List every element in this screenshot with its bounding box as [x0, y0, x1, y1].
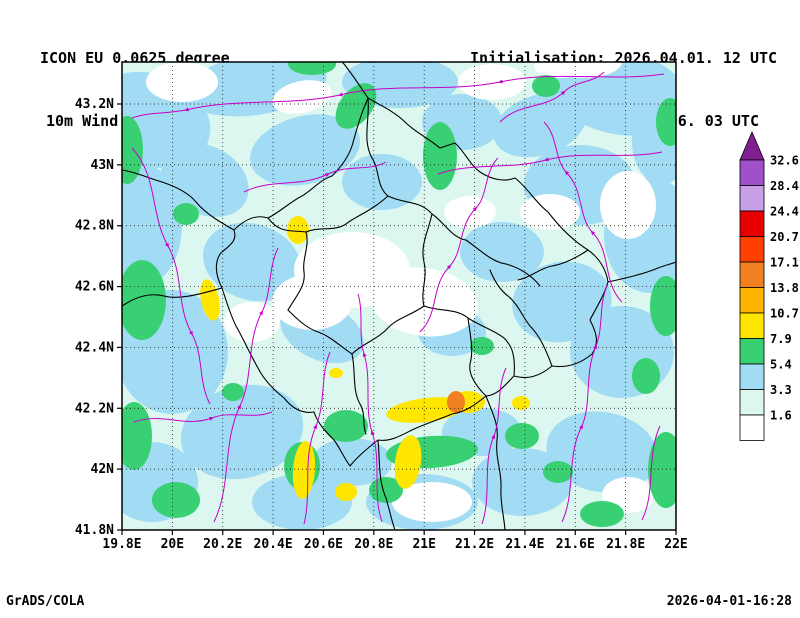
legend-level-label: 1.6 [770, 409, 792, 423]
legend-level-label: 7.9 [770, 332, 792, 346]
legend-color-box [739, 261, 765, 288]
x-tick-label: 20.2E [203, 537, 242, 552]
legend-color-box [739, 159, 765, 186]
y-tick-label: 41.8N [75, 523, 114, 538]
legend-level-label: 17.1 [770, 256, 799, 270]
legend-level-label: 20.7 [770, 230, 799, 244]
axis-tick-marks [117, 103, 677, 535]
legend-level-label: 10.7 [770, 307, 799, 321]
y-tick-label: 43N [91, 158, 115, 173]
axis-labels: 19.8E 20E 20.2E 20.4E 20.6E 20.8E 21E 21.2E 21.4… [75, 97, 688, 552]
x-tick-label: 20.8E [354, 537, 393, 552]
x-tick-label: 22E [664, 537, 687, 552]
legend-color-box [739, 185, 765, 212]
y-tick-label: 42.6N [75, 280, 114, 295]
x-tick-label: 20.6E [304, 537, 343, 552]
legend-color-box [739, 287, 765, 314]
x-tick-label: 21.4E [505, 537, 544, 552]
legend-color-box [739, 236, 765, 263]
band-14-17ms-patch [447, 391, 465, 413]
legend-triangle [739, 130, 765, 161]
band-calm-patches [146, 62, 656, 522]
wind-streamlines [131, 71, 665, 525]
legend-level-label: 24.4 [770, 205, 799, 219]
x-tick-label: 21E [412, 537, 435, 552]
y-tick-label: 42.8N [75, 219, 114, 234]
legend-level-label: 3.3 [770, 383, 792, 397]
grads-credit: GrADS/COLA [6, 594, 85, 609]
legend-color-box [739, 414, 765, 441]
creation-timestamp: 2026-04-01-16:28 [666, 594, 792, 609]
x-tick-label: 21.8E [606, 537, 645, 552]
legend-color-box [739, 363, 765, 390]
x-tick-label: 20E [161, 537, 184, 552]
plot-frame [121, 61, 677, 531]
legend-level-label: 5.4 [770, 358, 792, 372]
legend-color-box [739, 210, 765, 237]
color-legend: 32.6 28.4 24.4 20.7 17.1 13.8 10.7 7.9 5.4 3.3 1.6 [739, 130, 799, 441]
x-tick-label: 20.4E [254, 537, 293, 552]
legend-level-label: 13.8 [770, 281, 799, 295]
y-tick-label: 43.2N [75, 97, 114, 112]
legend-level-label: 32.6 [770, 154, 799, 168]
country-boundaries [122, 62, 676, 530]
legend-level-label: 28.4 [770, 179, 799, 193]
legend-color-box [739, 389, 765, 416]
y-tick-label: 42.2N [75, 401, 114, 416]
y-tick-label: 42N [91, 462, 115, 477]
windspeed-fill-layer [122, 62, 676, 530]
legend-color-box [739, 312, 765, 339]
x-tick-label: 19.8E [102, 537, 141, 552]
legend-color-box [739, 338, 765, 365]
y-tick-label: 42.4N [75, 340, 114, 355]
x-tick-label: 21.6E [556, 537, 595, 552]
x-tick-label: 21.2E [455, 537, 494, 552]
